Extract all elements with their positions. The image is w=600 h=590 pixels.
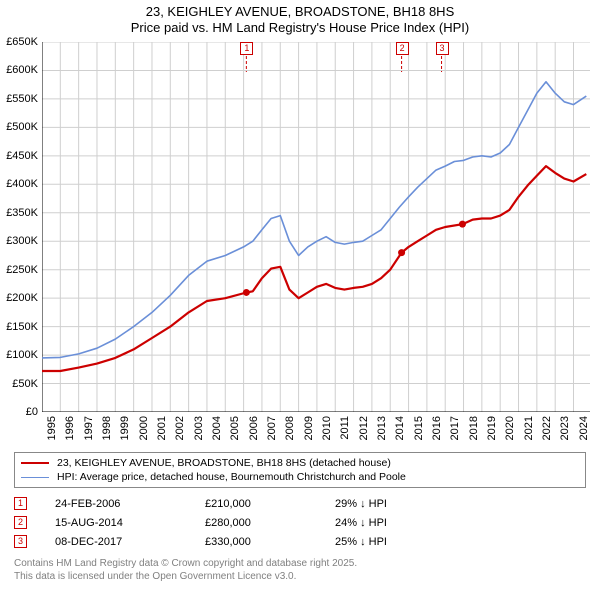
transaction-date: 24-FEB-2006 [55,498,205,510]
legend-label-property: 23, KEIGHLEY AVENUE, BROADSTONE, BH18 8H… [57,457,391,469]
x-tick-label: 2010 [321,416,333,440]
y-tick-label: £0 [0,406,40,418]
x-tick-label: 2013 [376,416,388,440]
transaction-delta: 25% ↓ HPI [335,536,465,548]
chart-area [42,42,590,412]
transaction-row: 2 15-AUG-2014£280,00024% ↓ HPI [14,513,586,532]
footer-line1: Contains HM Land Registry data © Crown c… [14,557,586,570]
legend-swatch-hpi [21,477,49,478]
y-tick-label: £50K [0,378,40,390]
footer-line2: This data is licensed under the Open Gov… [14,570,586,583]
callout-square: 1 [240,42,253,55]
x-tick-label: 2006 [248,416,260,440]
legend-row-property: 23, KEIGHLEY AVENUE, BROADSTONE, BH18 8H… [21,456,579,470]
x-tick-label: 2014 [394,416,406,440]
footer: Contains HM Land Registry data © Crown c… [14,557,586,583]
legend-box: 23, KEIGHLEY AVENUE, BROADSTONE, BH18 8H… [14,452,586,488]
x-tick-label: 2009 [303,416,315,440]
callout-square: 2 [396,42,409,55]
x-tick-label: 1998 [101,416,113,440]
transaction-price: £280,000 [205,517,335,529]
y-tick-label: £650K [0,36,40,48]
title-block: 23, KEIGHLEY AVENUE, BROADSTONE, BH18 8H… [0,0,600,37]
below-chart: 23, KEIGHLEY AVENUE, BROADSTONE, BH18 8H… [14,452,586,583]
x-tick-label: 2017 [449,416,461,440]
y-tick-label: £450K [0,150,40,162]
transaction-price: £330,000 [205,536,335,548]
y-tick-label: £500K [0,121,40,133]
x-tick-label: 2023 [559,416,571,440]
transactions-table: 1 24-FEB-2006£210,00029% ↓ HPI 2 15-AUG-201… [14,494,586,551]
x-tick-label: 2007 [266,416,278,440]
y-tick-label: £300K [0,235,40,247]
transaction-index: 3 [14,535,27,548]
y-tick-label: £600K [0,64,40,76]
y-tick-label: £150K [0,321,40,333]
x-tick-label: 2022 [541,416,553,440]
x-tick-label: 2005 [229,416,241,440]
callout-square: 3 [436,42,449,55]
transaction-index: 2 [14,516,27,529]
transaction-delta: 24% ↓ HPI [335,517,465,529]
chart-svg [42,42,590,412]
x-tick-label: 2016 [431,416,443,440]
legend-label-hpi: HPI: Average price, detached house, Bour… [57,471,406,483]
x-tick-label: 2018 [468,416,480,440]
x-tick-label: 1997 [83,416,95,440]
x-tick-label: 2019 [486,416,498,440]
title-line2: Price paid vs. HM Land Registry's House … [0,20,600,36]
x-tick-label: 2021 [523,416,535,440]
x-tick-label: 2003 [193,416,205,440]
y-tick-label: £200K [0,292,40,304]
x-tick-label: 1996 [64,416,76,440]
x-tick-label: 1999 [119,416,131,440]
y-tick-label: £250K [0,264,40,276]
transaction-row: 3 08-DEC-2017£330,00025% ↓ HPI [14,532,586,551]
chart-container: 23, KEIGHLEY AVENUE, BROADSTONE, BH18 8H… [0,0,600,590]
y-tick-label: £400K [0,178,40,190]
x-tick-label: 2011 [339,416,351,440]
title-line1: 23, KEIGHLEY AVENUE, BROADSTONE, BH18 8H… [0,4,600,20]
transaction-date: 15-AUG-2014 [55,517,205,529]
transaction-row: 1 24-FEB-2006£210,00029% ↓ HPI [14,494,586,513]
transaction-price: £210,000 [205,498,335,510]
transaction-date: 08-DEC-2017 [55,536,205,548]
x-tick-label: 2000 [138,416,150,440]
x-tick-label: 2008 [284,416,296,440]
legend-row-hpi: HPI: Average price, detached house, Bour… [21,470,579,484]
y-tick-label: £100K [0,349,40,361]
x-tick-label: 2020 [504,416,516,440]
x-tick-label: 2012 [358,416,370,440]
x-tick-label: 2024 [578,416,590,440]
transaction-index: 1 [14,497,27,510]
legend-swatch-property [21,462,49,464]
x-tick-label: 2001 [156,416,168,440]
x-tick-label: 2015 [413,416,425,440]
x-tick-label: 2004 [211,416,223,440]
x-tick-label: 1995 [46,416,58,440]
y-tick-label: £550K [0,93,40,105]
transaction-delta: 29% ↓ HPI [335,498,465,510]
y-tick-label: £350K [0,207,40,219]
x-tick-label: 2002 [174,416,186,440]
